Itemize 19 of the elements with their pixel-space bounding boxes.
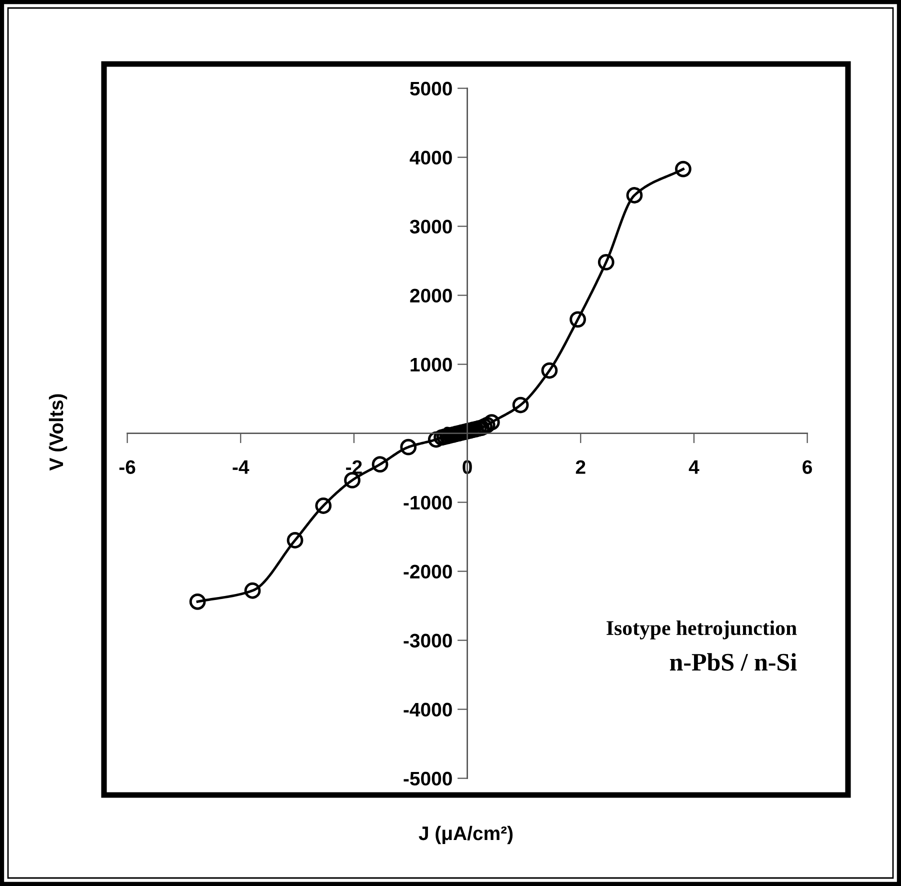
x-tick-label: -4 <box>232 460 250 474</box>
x-axis-title: J (μA/cm²) <box>418 826 513 844</box>
y-tick-label: -5000 <box>404 772 452 786</box>
y-tick-label: 4000 <box>410 150 452 165</box>
x-tick-label: 6 <box>802 460 812 474</box>
y-tick-label: 5000 <box>410 82 452 96</box>
y-axis-title: V (Volts) <box>48 394 68 471</box>
y-tick-label: -1000 <box>404 496 452 510</box>
annotation: Isotype hetrojunction <box>606 620 797 640</box>
annotation: n-PbS / n-Si <box>670 653 797 671</box>
y-tick-label: 3000 <box>410 220 452 234</box>
y-tick-label: 2000 <box>410 288 452 303</box>
y-tick-label: -3000 <box>404 634 452 648</box>
x-tick-label: -6 <box>119 460 136 474</box>
y-tick-label: -4000 <box>404 702 452 717</box>
y-tick-label: -2000 <box>404 564 452 579</box>
x-tick-label: 2 <box>576 460 586 474</box>
x-tick-label: 4 <box>688 460 700 474</box>
y-tick-label: 1000 <box>410 358 452 372</box>
